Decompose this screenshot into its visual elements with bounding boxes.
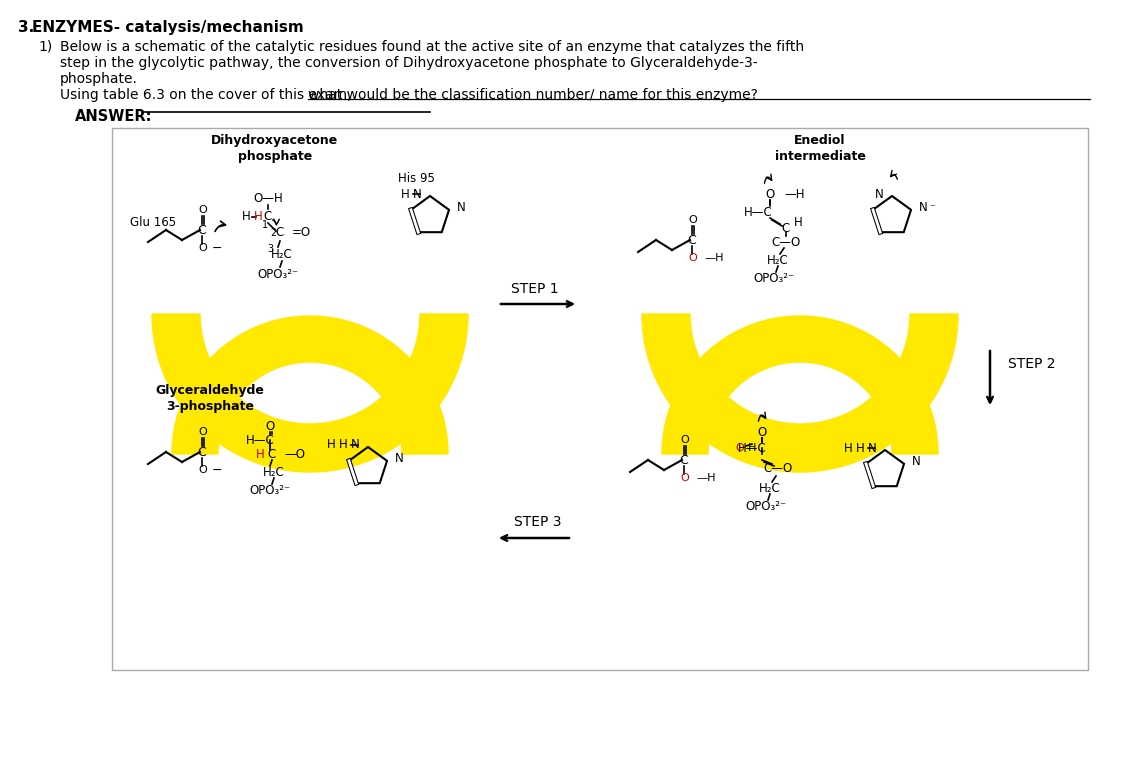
Polygon shape <box>662 316 939 454</box>
Polygon shape <box>642 314 958 472</box>
Text: O: O <box>681 435 689 445</box>
Text: O: O <box>265 419 274 432</box>
Text: −: − <box>212 463 223 476</box>
Text: STEP 3: STEP 3 <box>515 515 562 529</box>
Text: Using table 6.3 on the cover of this exam,: Using table 6.3 on the cover of this exa… <box>60 88 356 102</box>
Text: O: O <box>199 427 207 437</box>
FancyBboxPatch shape <box>112 128 1088 670</box>
Text: Glyceraldehyde
3-phosphate: Glyceraldehyde 3-phosphate <box>155 384 264 413</box>
Polygon shape <box>152 314 468 472</box>
Text: C: C <box>264 211 272 224</box>
Text: C: C <box>198 445 207 459</box>
Text: H: H <box>844 442 853 455</box>
Text: —O: —O <box>284 448 305 461</box>
Text: ⁻: ⁻ <box>930 203 935 213</box>
Text: H: H <box>856 442 865 455</box>
Text: 3.: 3. <box>18 20 34 35</box>
Text: C: C <box>268 448 277 461</box>
Text: H: H <box>242 211 251 224</box>
Text: N: N <box>876 188 883 201</box>
Text: O—H: O—H <box>253 192 283 205</box>
Text: His 95: His 95 <box>398 172 435 185</box>
Text: H—C: H—C <box>246 434 274 446</box>
Text: H₂C: H₂C <box>263 466 284 479</box>
Text: 1): 1) <box>38 40 52 54</box>
Text: H—C: H—C <box>744 205 772 218</box>
Text: N: N <box>395 452 404 466</box>
Text: O: O <box>689 253 697 263</box>
Text: O: O <box>199 243 207 253</box>
Text: O: O <box>758 425 767 438</box>
Text: OPO₃²⁻: OPO₃²⁻ <box>257 269 299 282</box>
Text: —H: —H <box>785 188 805 201</box>
Text: O: O <box>199 205 207 215</box>
Text: Glu 165: Glu 165 <box>130 216 176 229</box>
Text: C: C <box>782 222 790 235</box>
Text: H: H <box>327 438 336 452</box>
Text: C: C <box>275 226 284 239</box>
Text: −: − <box>212 242 223 255</box>
Text: OPO₃²⁻: OPO₃²⁻ <box>753 272 795 285</box>
Text: STEP 1: STEP 1 <box>511 282 559 296</box>
Text: O: O <box>765 188 774 201</box>
Text: 3: 3 <box>266 244 273 254</box>
Text: 2: 2 <box>270 228 277 238</box>
Text: ANSWER:: ANSWER: <box>75 109 153 124</box>
Text: O: O <box>689 215 697 225</box>
Text: step in the glycolytic pathway, the conversion of Dihydroxyacetone phosphate to : step in the glycolytic pathway, the conv… <box>60 56 758 70</box>
Text: Enediol
intermediate: Enediol intermediate <box>774 134 865 163</box>
Text: —H: —H <box>696 473 716 483</box>
Text: C—O: C—O <box>771 235 800 249</box>
Text: C: C <box>688 233 697 246</box>
Text: OPO₃²⁻: OPO₃²⁻ <box>250 483 291 496</box>
Text: H₂C: H₂C <box>767 253 789 266</box>
Text: O: O <box>199 465 207 475</box>
Text: H: H <box>339 438 348 452</box>
Text: —H: —H <box>704 253 724 263</box>
Text: =O: =O <box>292 226 311 239</box>
Text: N: N <box>351 438 360 452</box>
Text: ENZYMES- catalysis/mechanism: ENZYMES- catalysis/mechanism <box>31 20 303 35</box>
Text: 1: 1 <box>262 220 268 230</box>
Text: phosphate.: phosphate. <box>60 72 138 86</box>
Text: H: H <box>401 188 410 201</box>
Text: C: C <box>198 224 207 236</box>
Text: N: N <box>912 455 921 469</box>
Text: what would be the classification number/ name for this enzyme?: what would be the classification number/… <box>308 88 758 102</box>
Text: H₂C: H₂C <box>271 249 293 262</box>
Text: H₂C: H₂C <box>759 482 781 495</box>
Text: H: H <box>255 448 264 461</box>
Text: N: N <box>457 201 465 215</box>
Text: C—O: C—O <box>763 462 792 475</box>
Text: H: H <box>747 443 756 453</box>
Text: OPO₃²⁻: OPO₃²⁻ <box>745 499 787 513</box>
Text: Dihydroxyacetone
phosphate: Dihydroxyacetone phosphate <box>211 134 338 163</box>
Text: Below is a schematic of the catalytic residues found at the active site of an en: Below is a schematic of the catalytic re… <box>60 40 804 54</box>
Text: H—C: H—C <box>737 442 767 455</box>
Text: N: N <box>919 201 927 215</box>
Text: N: N <box>414 188 422 201</box>
Text: H: H <box>254 211 262 224</box>
Text: N: N <box>868 442 877 455</box>
Polygon shape <box>172 316 448 454</box>
Text: C: C <box>680 453 688 466</box>
Text: O: O <box>681 473 689 483</box>
Text: H: H <box>794 215 803 229</box>
Text: O: O <box>735 443 744 453</box>
Text: STEP 2: STEP 2 <box>1008 357 1055 371</box>
